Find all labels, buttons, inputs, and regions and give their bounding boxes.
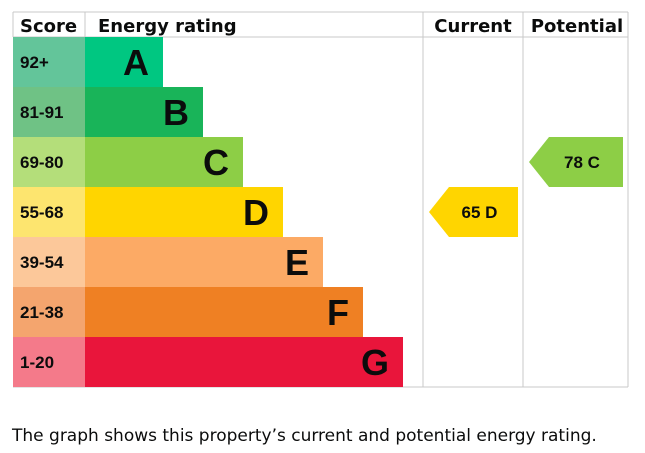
rating-bar-e <box>85 237 323 287</box>
score-label: 81-91 <box>20 103 63 122</box>
score-label: 55-68 <box>20 203 63 222</box>
rating-bar-b <box>85 87 203 137</box>
current-rating-arrow-label: 65 D <box>462 203 498 222</box>
header-score: Score <box>20 16 77 37</box>
rating-letter: F <box>327 292 349 333</box>
rating-band-b: 81-91 B <box>13 87 203 137</box>
score-label: 21-38 <box>20 303 63 322</box>
rating-band-f: 21-38 F <box>13 287 363 337</box>
rating-letter: D <box>243 192 269 233</box>
rating-bar-f <box>85 287 363 337</box>
header-energy-rating: Energy rating <box>98 16 237 37</box>
score-label: 69-80 <box>20 153 63 172</box>
rating-letter: A <box>123 42 149 83</box>
chart-caption: The graph shows this property’s current … <box>12 426 597 446</box>
rating-band-c: 69-80 C <box>13 137 243 187</box>
header-current: Current <box>434 16 512 37</box>
score-label: 39-54 <box>20 253 64 272</box>
rating-bar-g <box>85 337 403 387</box>
rating-bar-d <box>85 187 283 237</box>
score-cell-c <box>13 137 85 187</box>
rating-band-d: 55-68 D <box>13 187 283 237</box>
rating-letter: C <box>203 142 229 183</box>
rating-letter: B <box>163 92 189 133</box>
rating-band-g: 1-20 G <box>13 337 403 387</box>
score-cell-f <box>13 287 85 337</box>
potential-rating-arrow: 78 C <box>529 137 623 187</box>
rating-band-a: 92+ A <box>13 37 163 87</box>
rating-arrows: 65 D 78 C <box>429 137 623 237</box>
score-cell-b <box>13 87 85 137</box>
current-rating-arrow-shape <box>429 187 518 237</box>
rating-letter: E <box>285 242 309 283</box>
rating-band-e: 39-54 E <box>13 237 323 287</box>
header-potential: Potential <box>531 16 623 37</box>
rating-bar-c <box>85 137 243 187</box>
current-rating-arrow: 65 D <box>429 187 518 237</box>
score-cell-d <box>13 187 85 237</box>
potential-rating-arrow-label: 78 C <box>564 153 600 172</box>
score-cell-g <box>13 337 85 387</box>
potential-rating-arrow-shape <box>529 137 623 187</box>
score-cell-e <box>13 237 85 287</box>
rating-bands: 92+ A 81-91 B 69-80 C 55-68 D 39-54 E 21-38 F 1-20 G <box>13 37 403 387</box>
score-label: 92+ <box>20 53 49 72</box>
rating-letter: G <box>361 342 389 383</box>
score-label: 1-20 <box>20 353 54 372</box>
rating-bar-a <box>85 37 163 87</box>
epc-chart: Score Energy rating Current Potential 92… <box>12 11 629 388</box>
score-cell-a <box>13 37 85 87</box>
